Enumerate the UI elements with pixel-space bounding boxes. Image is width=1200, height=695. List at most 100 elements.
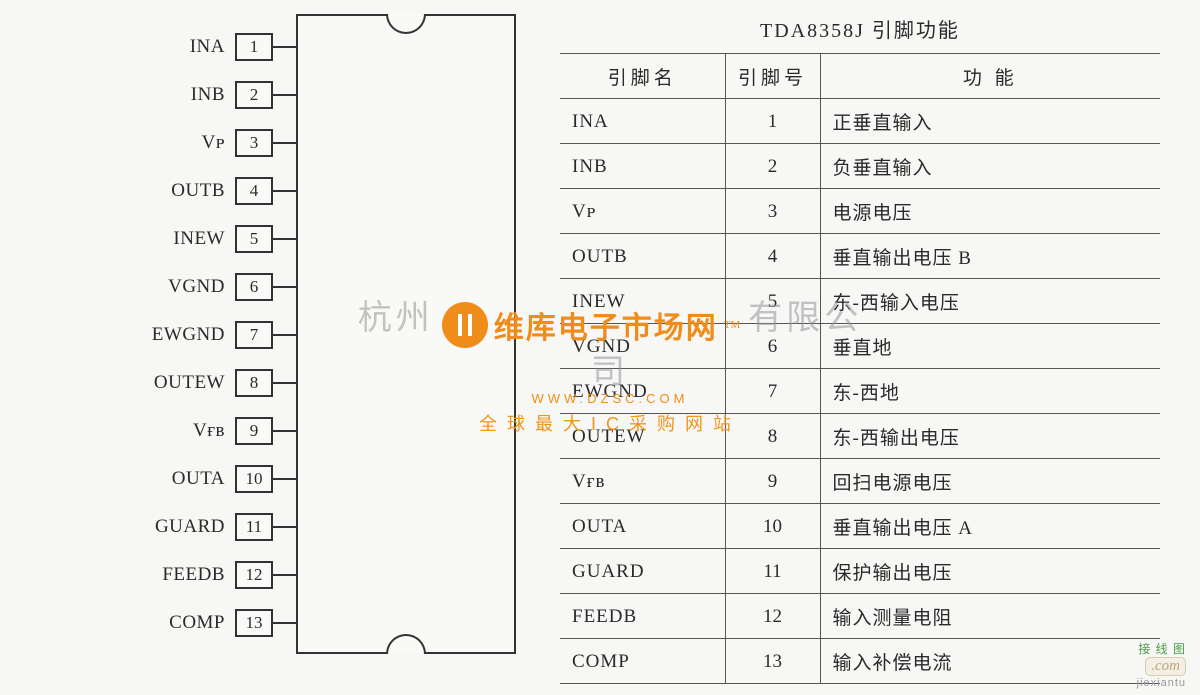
pin-row-3: Vᴘ3 [60,128,297,158]
pin-number-box: 2 [235,81,273,109]
pin-lead [273,334,297,336]
pin-number-box: 7 [235,321,273,349]
pin-number-box: 13 [235,609,273,637]
cell-pin-num: 11 [725,549,820,594]
table-row: OUTB4垂直输出电压 B [560,234,1160,279]
chip-body [296,14,516,654]
chip-notch-top [386,14,426,34]
pin-number-box: 10 [235,465,273,493]
cell-pin-func: 垂直输出电压 A [820,504,1160,549]
pin-label: COMP [60,612,235,634]
cell-pin-num: 1 [725,99,820,144]
cell-pin-func: 电源电压 [820,189,1160,234]
pin-lead [273,286,297,288]
pin-lead [273,382,297,384]
pin-number-box: 1 [235,33,273,61]
chip-notch-bottom [386,634,426,654]
cell-pin-num: 9 [725,459,820,504]
table-row: Vᴘ3电源电压 [560,189,1160,234]
table-row: EWGND7东-西地 [560,369,1160,414]
cell-pin-name: GUARD [560,549,725,594]
pin-number-box: 4 [235,177,273,205]
cell-pin-name: OUTA [560,504,725,549]
cell-pin-name: INA [560,99,725,144]
cell-pin-name: EWGND [560,369,725,414]
th-pin-num: 引脚号 [725,54,820,99]
pin-label: INB [60,84,235,106]
pin-number-box: 8 [235,369,273,397]
cell-pin-name: VGND [560,324,725,369]
cell-pin-name: Vᴘ [560,189,725,234]
pin-lead [273,574,297,576]
pin-row-11: GUARD11 [60,512,297,542]
cell-pin-name: Vғʙ [560,459,725,504]
cell-pin-num: 4 [725,234,820,279]
cell-pin-name: COMP [560,639,725,684]
cell-pin-num: 8 [725,414,820,459]
table-row: INB2负垂直输入 [560,144,1160,189]
th-pin-name: 引脚名 [560,54,725,99]
chip-diagram: INA1INB2Vᴘ3OUTB4INEW5VGND6EWGND7OUTEW8Vғ… [60,10,560,670]
cell-pin-num: 10 [725,504,820,549]
table-row: FEEDB12输入测量电阻 [560,594,1160,639]
pin-label: FEEDB [60,564,235,586]
table-row: INEW5东-西输入电压 [560,279,1160,324]
pin-label: GUARD [60,516,235,538]
pin-label: OUTB [60,180,235,202]
pin-label: EWGND [60,324,235,346]
pin-row-8: OUTEW8 [60,368,297,398]
cell-pin-num: 6 [725,324,820,369]
pin-row-9: Vғʙ9 [60,416,297,446]
pin-lead [273,430,297,432]
cell-pin-num: 3 [725,189,820,234]
table-header-row: 引脚名 引脚号 功 能 [560,54,1160,99]
cell-pin-name: FEEDB [560,594,725,639]
cell-pin-func: 东-西输入电压 [820,279,1160,324]
pin-label: INEW [60,228,235,250]
cell-pin-name: INEW [560,279,725,324]
th-pin-func: 功 能 [820,54,1160,99]
pin-number-box: 6 [235,273,273,301]
cell-pin-func: 回扫电源电压 [820,459,1160,504]
cell-pin-name: INB [560,144,725,189]
table-row: VGND6垂直地 [560,324,1160,369]
pin-number-box: 9 [235,417,273,445]
table-row: Vғʙ9回扫电源电压 [560,459,1160,504]
pin-row-2: INB2 [60,80,297,110]
cell-pin-func: 正垂直输入 [820,99,1160,144]
pin-row-10: OUTA10 [60,464,297,494]
cell-pin-func: 输入测量电阻 [820,594,1160,639]
pin-label: OUTEW [60,372,235,394]
cell-pin-func: 东-西输出电压 [820,414,1160,459]
cell-pin-func: 负垂直输入 [820,144,1160,189]
pin-lead [273,142,297,144]
cell-pin-num: 7 [725,369,820,414]
table-row: INA1正垂直输入 [560,99,1160,144]
pin-label: Vᴘ [60,132,235,154]
table-title: TDA8358J 引脚功能 [560,14,1160,43]
pin-function-table: 引脚名 引脚号 功 能 INA1正垂直输入INB2负垂直输入Vᴘ3电源电压OUT… [560,53,1160,684]
pin-row-6: VGND6 [60,272,297,302]
pin-row-4: OUTB4 [60,176,297,206]
pin-lead [273,94,297,96]
pin-row-5: INEW5 [60,224,297,254]
pin-number-box: 3 [235,129,273,157]
pin-label: Vғʙ [60,420,235,442]
cell-pin-num: 13 [725,639,820,684]
pin-number-box: 5 [235,225,273,253]
table-row: OUTEW8东-西输出电压 [560,414,1160,459]
pin-lead [273,46,297,48]
cell-pin-func: 东-西地 [820,369,1160,414]
cell-pin-name: OUTEW [560,414,725,459]
pin-lead [273,622,297,624]
pin-lead [273,238,297,240]
pin-number-box: 11 [235,513,273,541]
pin-row-7: EWGND7 [60,320,297,350]
pin-label: OUTA [60,468,235,490]
pin-table-area: TDA8358J 引脚功能 引脚名 引脚号 功 能 INA1正垂直输入INB2负… [560,10,1160,685]
table-row: COMP13输入补偿电流 [560,639,1160,684]
cell-pin-func: 输入补偿电流 [820,639,1160,684]
table-row: OUTA10垂直输出电压 A [560,504,1160,549]
pin-row-12: FEEDB12 [60,560,297,590]
pin-lead [273,190,297,192]
